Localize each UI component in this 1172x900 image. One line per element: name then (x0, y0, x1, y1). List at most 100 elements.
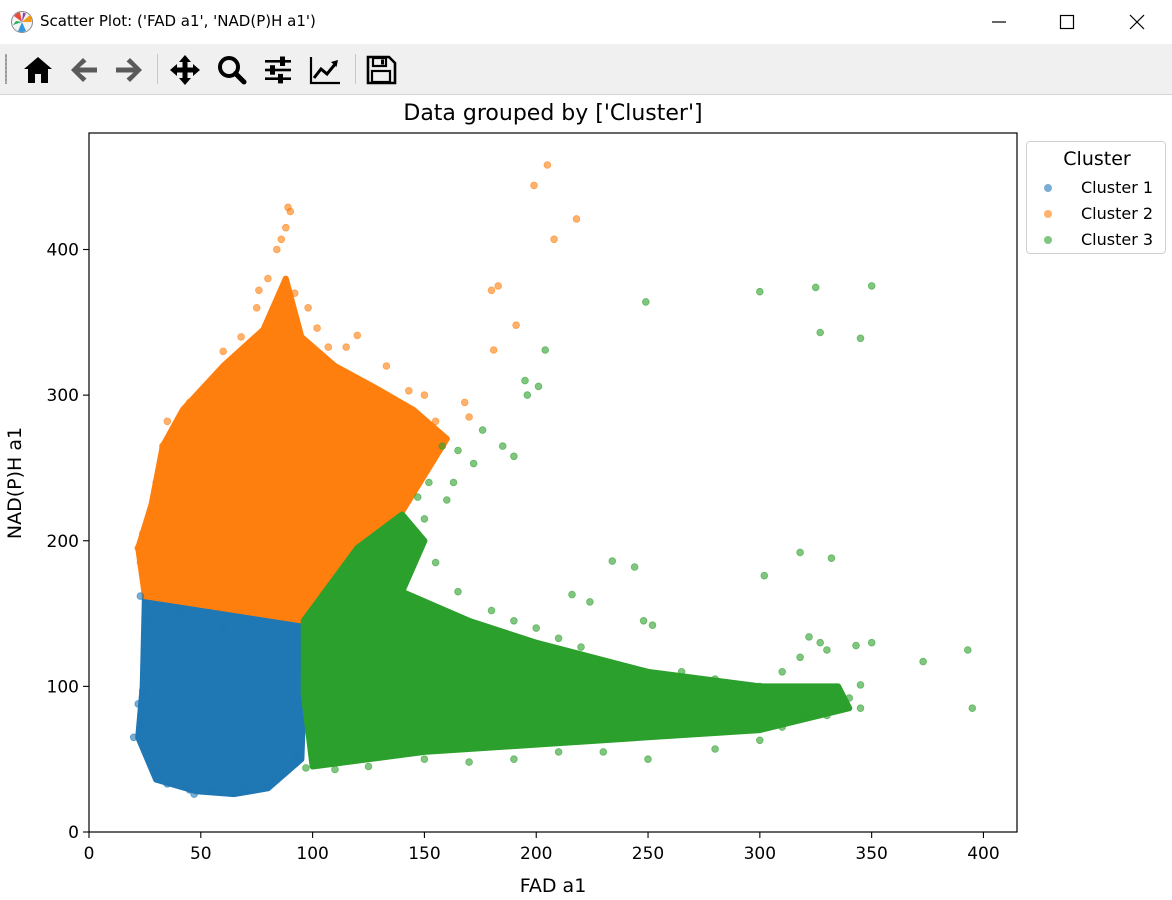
toolbar-grip[interactable] (5, 54, 7, 84)
cluster-3-point (796, 548, 804, 557)
x-tick-label: 400 (967, 844, 999, 864)
cluster-2-point (304, 303, 312, 312)
cluster-2-point (489, 346, 498, 354)
cluster-3-point (639, 616, 648, 625)
cluster-3-point (711, 675, 719, 683)
maximize-icon (1059, 14, 1075, 30)
scatter-points-layer (129, 161, 977, 798)
cluster-1-point-cloud (135, 593, 307, 798)
back-button[interactable] (65, 51, 103, 89)
cluster-3-point (856, 704, 865, 712)
cluster-1-point (136, 721, 145, 730)
cluster-2-point (465, 413, 473, 421)
subplots-button[interactable] (259, 51, 297, 89)
y-axis: 0 100 200 300 400 (47, 241, 89, 843)
cluster-3-point (532, 624, 540, 632)
cluster-2-point (431, 442, 440, 450)
cluster-3-point (867, 282, 876, 290)
cluster-2-point (342, 343, 351, 351)
cluster-1-point (230, 788, 239, 797)
x-tick-label: 200 (520, 844, 552, 864)
toolbar-separator (157, 54, 158, 84)
legend-item-cluster-1[interactable]: Cluster 1 (1027, 176, 1167, 202)
chart-legend[interactable]: Cluster Cluster 1 Cluster 2 Cluster 3 (1026, 141, 1166, 254)
close-button[interactable] (1114, 0, 1160, 44)
save-button[interactable] (362, 51, 400, 89)
cluster-3-point (800, 711, 809, 720)
cluster-3-point (827, 554, 836, 562)
cluster-1-point (138, 686, 147, 695)
cluster-1-point (163, 780, 172, 788)
cluster-3-point (856, 334, 865, 343)
cluster-3-point (823, 711, 831, 720)
edit-axes-button[interactable] (306, 51, 344, 89)
cluster-3-point (465, 758, 473, 766)
window-title: Scatter Plot: ('FAD a1', 'NAD(P)H a1') (40, 12, 316, 30)
cluster-3-point (586, 598, 594, 606)
cluster-2-point (237, 333, 245, 341)
cluster-3-point (816, 328, 824, 337)
cluster-1-point (129, 733, 138, 742)
navigation-toolbar (0, 44, 1172, 95)
cluster-1-point (208, 787, 216, 795)
minimize-button[interactable] (976, 0, 1022, 44)
scatter-plot[interactable]: 0 50 100 150 200 250 300 350 400 0 100 200 300 400 D… (0, 95, 1172, 900)
cluster-2-point (163, 417, 172, 426)
x-tick-label: 50 (190, 844, 212, 864)
cluster-2-point (440, 434, 449, 443)
cluster-3-point (469, 459, 478, 468)
cluster-3-point (621, 670, 630, 679)
forward-button[interactable] (110, 51, 148, 89)
cluster-3-point (919, 657, 927, 666)
cluster-3-point (755, 736, 764, 745)
y-tick-label: 300 (47, 386, 79, 406)
pan-button[interactable] (166, 51, 204, 89)
cluster-2-point (272, 245, 281, 254)
legend-item-cluster-2[interactable]: Cluster 2 (1027, 202, 1167, 228)
cluster-3-point (599, 748, 608, 756)
cluster-3-point (755, 287, 764, 296)
cluster-3-point (568, 590, 576, 599)
home-button[interactable] (19, 51, 57, 89)
legend-title: Cluster (1063, 148, 1131, 170)
cluster-3-point (577, 643, 585, 651)
figure-canvas[interactable]: 0 50 100 150 200 250 300 350 400 0 100 200 300 400 D… (0, 95, 1172, 900)
cluster-2-point (324, 343, 333, 351)
cluster-3-point (845, 694, 854, 702)
home-icon (24, 57, 52, 83)
cluster-2-point (550, 235, 558, 244)
cluster-3-point (331, 765, 339, 774)
cluster-3-point (630, 563, 639, 571)
cluster-2-point (152, 478, 160, 487)
cluster-2-point (255, 286, 263, 295)
legend-item-cluster-3[interactable]: Cluster 3 (1027, 228, 1167, 254)
cluster-2-point (281, 223, 290, 232)
maximize-button[interactable] (1044, 0, 1090, 44)
cluster-2-point (136, 558, 145, 567)
cluster-2-point (277, 235, 286, 244)
cluster-3-point (778, 723, 786, 731)
cluster-1-point (293, 752, 301, 761)
x-tick-label: 350 (855, 844, 887, 864)
cluster-3-point (760, 571, 769, 580)
sliders-icon (265, 56, 291, 84)
cluster-2-point (431, 417, 440, 426)
cluster-3-point (554, 748, 563, 756)
legend-label: Cluster 3 (1081, 230, 1154, 249)
cluster-3-point (364, 762, 373, 771)
cluster-2-point (138, 529, 147, 538)
cluster-1-point (264, 781, 272, 790)
cluster-3-point (478, 426, 487, 434)
cluster-3-point (420, 515, 429, 523)
cluster-3-point (510, 755, 518, 763)
zoom-button[interactable] (213, 51, 251, 89)
cluster-2-point (134, 544, 143, 552)
cluster-2-point (252, 303, 261, 312)
cluster-2-point (530, 181, 538, 190)
cluster-3-point (641, 298, 650, 306)
cluster-3-point (541, 346, 549, 354)
cluster-2-point (219, 347, 228, 356)
cluster-3-point (454, 587, 462, 596)
cluster-3-point (852, 641, 860, 650)
legend-marker (1044, 236, 1052, 244)
